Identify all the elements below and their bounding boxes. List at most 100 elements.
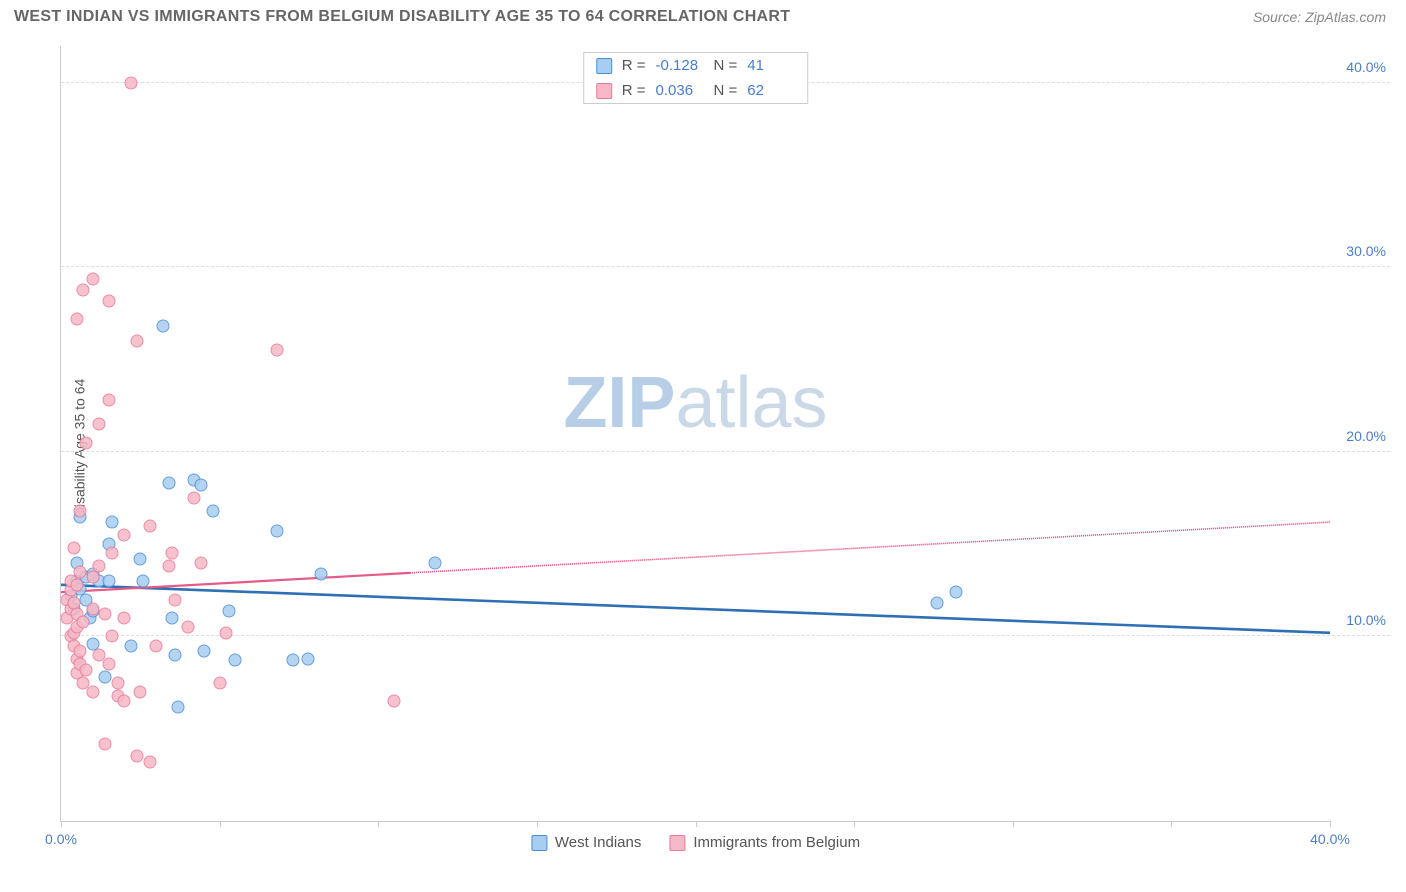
scatter-point — [166, 547, 179, 560]
scatter-point — [77, 283, 90, 296]
scatter-point — [86, 602, 99, 615]
scatter-point — [93, 418, 106, 431]
scatter-point — [150, 639, 163, 652]
scatter-point — [105, 516, 118, 529]
gridline — [61, 635, 1390, 636]
scatter-point — [74, 505, 87, 518]
scatter-point — [124, 76, 137, 89]
stats-row: R =-0.128N =41 — [584, 53, 808, 78]
scatter-point — [99, 737, 112, 750]
legend-swatch — [531, 835, 547, 851]
scatter-point — [86, 272, 99, 285]
chart-container: Disability Age 35 to 64 ZIPatlas R =-0.1… — [14, 40, 1390, 856]
scatter-point — [286, 654, 299, 667]
scatter-point — [134, 552, 147, 565]
scatter-point — [169, 648, 182, 661]
scatter-point — [930, 597, 943, 610]
trend-lines — [61, 46, 1330, 821]
scatter-point — [118, 612, 131, 625]
scatter-point — [118, 529, 131, 542]
y-tick-label: 30.0% — [1346, 243, 1386, 259]
y-tick-label: 10.0% — [1346, 612, 1386, 628]
stats-row: R =0.036N =62 — [584, 78, 808, 103]
x-tick — [696, 821, 697, 827]
x-tick — [854, 821, 855, 827]
scatter-point — [105, 547, 118, 560]
scatter-point — [80, 436, 93, 449]
scatter-point — [99, 608, 112, 621]
scatter-point — [67, 541, 80, 554]
scatter-point — [70, 313, 83, 326]
scatter-point — [270, 344, 283, 357]
y-tick-label: 40.0% — [1346, 59, 1386, 75]
legend-label: Immigrants from Belgium — [693, 834, 860, 851]
scatter-point — [131, 335, 144, 348]
scatter-point — [93, 560, 106, 573]
scatter-point — [99, 671, 112, 684]
scatter-point — [70, 578, 83, 591]
scatter-point — [181, 621, 194, 634]
scatter-point — [172, 700, 185, 713]
scatter-point — [86, 685, 99, 698]
scatter-point — [74, 565, 87, 578]
scatter-point — [86, 571, 99, 584]
series-legend: West Indians Immigrants from Belgium — [531, 834, 860, 851]
scatter-point — [188, 492, 201, 505]
x-tick — [1171, 821, 1172, 827]
scatter-point — [102, 294, 115, 307]
scatter-point — [143, 755, 156, 768]
x-tick — [1330, 821, 1331, 827]
scatter-point — [77, 615, 90, 628]
scatter-point — [194, 479, 207, 492]
scatter-point — [388, 695, 401, 708]
y-tick-label: 20.0% — [1346, 428, 1386, 444]
scatter-point — [102, 394, 115, 407]
watermark: ZIPatlas — [563, 362, 827, 444]
scatter-point — [949, 586, 962, 599]
scatter-point — [166, 612, 179, 625]
legend-item: West Indians — [531, 834, 641, 851]
scatter-point — [197, 645, 210, 658]
x-tick — [537, 821, 538, 827]
x-tick-label: 0.0% — [45, 831, 77, 847]
scatter-point — [124, 639, 137, 652]
scatter-point — [112, 676, 125, 689]
scatter-point — [194, 556, 207, 569]
plot-area: ZIPatlas R =-0.128N =41R =0.036N =62 Wes… — [60, 46, 1330, 822]
scatter-point — [302, 652, 315, 665]
scatter-point — [162, 560, 175, 573]
x-tick — [220, 821, 221, 827]
scatter-point — [143, 519, 156, 532]
x-tick-label: 40.0% — [1310, 831, 1350, 847]
scatter-point — [80, 663, 93, 676]
legend-swatch — [596, 83, 612, 99]
scatter-point — [156, 320, 169, 333]
scatter-point — [207, 505, 220, 518]
gridline — [61, 266, 1390, 267]
scatter-point — [229, 654, 242, 667]
scatter-point — [315, 567, 328, 580]
scatter-point — [118, 695, 131, 708]
legend-label: West Indians — [555, 834, 641, 851]
scatter-point — [223, 604, 236, 617]
scatter-point — [137, 575, 150, 588]
stats-legend: R =-0.128N =41R =0.036N =62 — [583, 52, 809, 104]
gridline — [61, 451, 1390, 452]
scatter-point — [134, 685, 147, 698]
legend-swatch — [596, 58, 612, 74]
chart-title: WEST INDIAN VS IMMIGRANTS FROM BELGIUM D… — [14, 8, 790, 26]
scatter-point — [102, 658, 115, 671]
legend-item: Immigrants from Belgium — [669, 834, 860, 851]
x-tick — [1013, 821, 1014, 827]
scatter-point — [429, 556, 442, 569]
scatter-point — [219, 626, 232, 639]
source-label: Source: ZipAtlas.com — [1253, 9, 1386, 25]
scatter-point — [105, 630, 118, 643]
scatter-point — [270, 525, 283, 538]
legend-swatch — [669, 835, 685, 851]
scatter-point — [74, 645, 87, 658]
x-tick — [378, 821, 379, 827]
x-tick — [61, 821, 62, 827]
scatter-point — [131, 750, 144, 763]
scatter-point — [213, 676, 226, 689]
